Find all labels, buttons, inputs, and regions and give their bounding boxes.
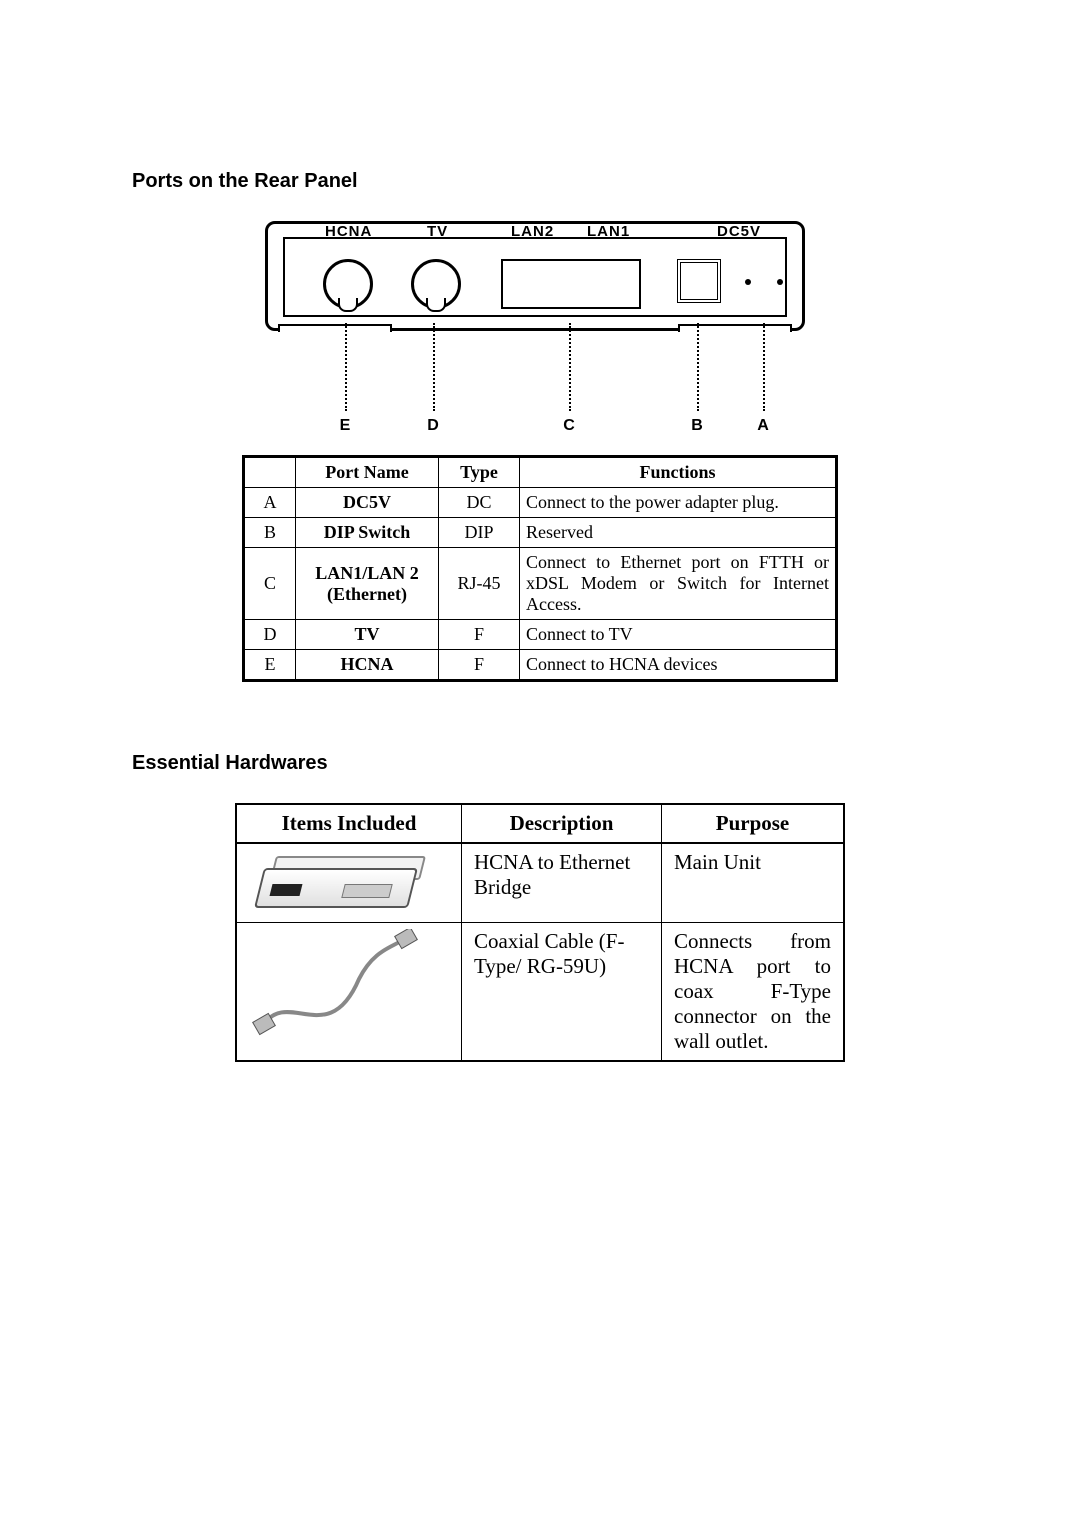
label-tv: TV: [427, 223, 448, 240]
ref-e: E: [340, 417, 351, 435]
label-lan1: LAN1: [587, 223, 630, 240]
ports-cell-type: DC: [439, 488, 520, 518]
ports-cell-name: TV: [296, 620, 439, 650]
ports-table: Port Name Type Functions ADC5VDCConnect …: [242, 455, 838, 682]
hw-col-desc: Description: [462, 804, 662, 843]
leader-a: [763, 323, 765, 411]
table-row: ADC5VDCConnect to the power adapter plug…: [244, 488, 837, 518]
ref-b: B: [691, 417, 703, 435]
leader-d: [433, 323, 435, 411]
ports-cell-ref: A: [244, 488, 296, 518]
leader-c: [569, 323, 571, 411]
port-dc-dot-2: [777, 279, 783, 285]
coax-cable-icon: [249, 929, 419, 1039]
ports-cell-function: Reserved: [520, 518, 837, 548]
table-row: Coaxial Cable (F-Type/ RG-59U)Connects f…: [236, 923, 844, 1062]
panel-foot-left: [278, 324, 392, 332]
label-dc5v: DC5V: [717, 223, 761, 240]
ref-a: A: [757, 417, 769, 435]
ports-cell-ref: D: [244, 620, 296, 650]
ref-d: D: [427, 417, 439, 435]
ports-col-blank: [244, 457, 296, 488]
rear-panel-heading: Ports on the Rear Panel: [132, 170, 950, 193]
hardwares-table: Items Included Description Purpose HCNA …: [235, 803, 845, 1062]
ports-cell-type: DIP: [439, 518, 520, 548]
leader-e: [345, 323, 347, 411]
ports-cell-function: Connect to Ethernet port on FTTH or xDSL…: [520, 548, 837, 620]
table-row: CLAN1/LAN 2 (Ethernet)RJ-45Connect to Et…: [244, 548, 837, 620]
ports-cell-type: F: [439, 650, 520, 681]
label-lan2: LAN2: [511, 223, 554, 240]
ref-c: C: [563, 417, 575, 435]
ports-cell-ref: C: [244, 548, 296, 620]
table-row: BDIP SwitchDIPReserved: [244, 518, 837, 548]
rear-panel-diagram: HCNA TV LAN2 LAN1 DC5V E D C B A: [265, 221, 815, 451]
hw-table-header-row: Items Included Description Purpose: [236, 804, 844, 843]
hw-col-purpose: Purpose: [662, 804, 845, 843]
ports-table-header-row: Port Name Type Functions: [244, 457, 837, 488]
hw-col-items: Items Included: [236, 804, 462, 843]
hw-cell-purpose: Main Unit: [662, 843, 845, 923]
ports-cell-ref: E: [244, 650, 296, 681]
hw-table-body: HCNA to Ethernet BridgeMain UnitCoaxial …: [236, 843, 844, 1061]
port-hcna-coax: [323, 259, 373, 309]
leader-b: [697, 323, 699, 411]
panel-foot-right: [678, 324, 792, 332]
ports-cell-ref: B: [244, 518, 296, 548]
table-row: EHCNAFConnect to HCNA devices: [244, 650, 837, 681]
hw-cell-item: [236, 923, 462, 1062]
ports-col-func: Functions: [520, 457, 837, 488]
table-row: DTVFConnect to TV: [244, 620, 837, 650]
document-page: Ports on the Rear Panel HCNA TV LAN2 LAN…: [0, 0, 1080, 1527]
hw-cell-purpose: Connects from HCNA port to coax F-Type c…: [662, 923, 845, 1062]
ports-cell-name: HCNA: [296, 650, 439, 681]
ports-cell-name: DIP Switch: [296, 518, 439, 548]
port-dip-switch: [677, 259, 721, 303]
table-row: HCNA to Ethernet BridgeMain Unit: [236, 843, 844, 923]
port-tv-coax: [411, 259, 461, 309]
ports-cell-type: F: [439, 620, 520, 650]
port-lan-box: [501, 259, 641, 309]
hw-cell-description: Coaxial Cable (F-Type/ RG-59U): [462, 923, 662, 1062]
ports-col-name: Port Name: [296, 457, 439, 488]
ports-cell-name: DC5V: [296, 488, 439, 518]
port-dc-dot-1: [745, 279, 751, 285]
hw-cell-description: HCNA to Ethernet Bridge: [462, 843, 662, 923]
device-icon: [249, 850, 419, 916]
essential-hardwares-heading: Essential Hardwares: [132, 752, 950, 775]
ports-cell-name: LAN1/LAN 2 (Ethernet): [296, 548, 439, 620]
ports-cell-function: Connect to TV: [520, 620, 837, 650]
ports-cell-function: Connect to HCNA devices: [520, 650, 837, 681]
label-hcna: HCNA: [325, 223, 372, 240]
panel-inner: HCNA TV LAN2 LAN1 DC5V: [283, 237, 787, 317]
ports-cell-function: Connect to the power adapter plug.: [520, 488, 837, 518]
ports-table-body: ADC5VDCConnect to the power adapter plug…: [244, 488, 837, 681]
hw-cell-item: [236, 843, 462, 923]
ports-col-type: Type: [439, 457, 520, 488]
ports-cell-type: RJ-45: [439, 548, 520, 620]
